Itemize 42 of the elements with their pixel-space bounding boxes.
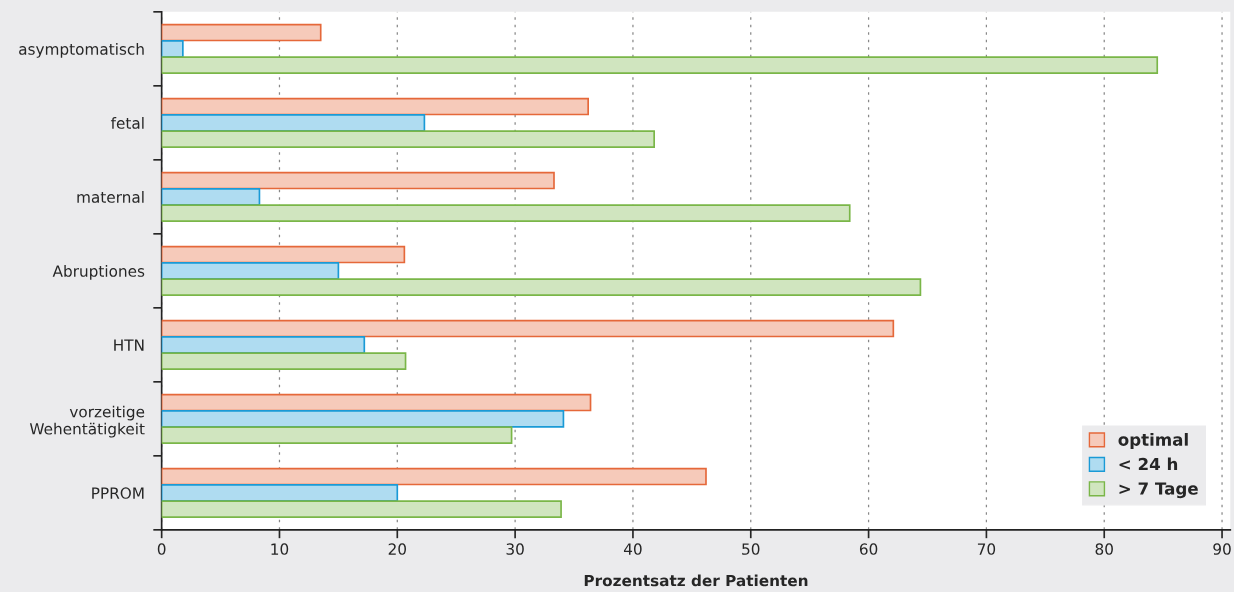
y-tick-label: maternal xyxy=(77,191,144,203)
bar xyxy=(161,23,322,42)
bar xyxy=(161,319,895,338)
y-tick-label: Abruptiones xyxy=(52,265,145,280)
bar xyxy=(161,484,399,502)
legend-label: > 7 Tage xyxy=(1119,482,1198,499)
bar xyxy=(161,336,366,354)
y-tick-label: HTN xyxy=(114,339,144,351)
x-tick-label: 80 xyxy=(1095,543,1113,555)
bar xyxy=(161,500,562,518)
bar xyxy=(161,410,565,428)
legend-label: < 24 h xyxy=(1119,457,1178,471)
x-tick-label: 70 xyxy=(977,543,996,555)
bar xyxy=(161,352,407,370)
bar xyxy=(161,56,1159,74)
bar xyxy=(161,97,590,116)
x-tick-label: 50 xyxy=(742,543,760,555)
x-axis-title: Prozentsatz der Patienten xyxy=(584,574,808,587)
y-tick-label: PPROM xyxy=(92,487,144,499)
bar xyxy=(161,262,340,280)
bar xyxy=(161,426,513,444)
x-tick-label: 90 xyxy=(1213,543,1231,555)
bar xyxy=(161,40,184,58)
y-tick-label: vorzeitige Wehentätigkeit xyxy=(29,405,145,438)
bar xyxy=(161,278,922,296)
bar xyxy=(161,245,406,264)
y-tick-label: asymptomatisch xyxy=(19,43,144,58)
x-tick-label: 10 xyxy=(271,543,289,555)
bar xyxy=(161,188,261,206)
bar xyxy=(161,393,592,412)
x-tick-label: 20 xyxy=(388,543,406,555)
x-tick-label: 60 xyxy=(859,543,878,555)
bar xyxy=(161,171,555,190)
bar xyxy=(161,130,655,148)
bar xyxy=(161,467,707,486)
x-tick-label: 0 xyxy=(157,543,166,555)
bar xyxy=(161,114,426,132)
legend-label: optimal xyxy=(1118,432,1188,450)
x-tick-label: 40 xyxy=(623,543,642,555)
x-tick-label: 30 xyxy=(506,543,524,555)
y-tick-label: fetal xyxy=(110,117,144,129)
bar xyxy=(161,204,851,222)
